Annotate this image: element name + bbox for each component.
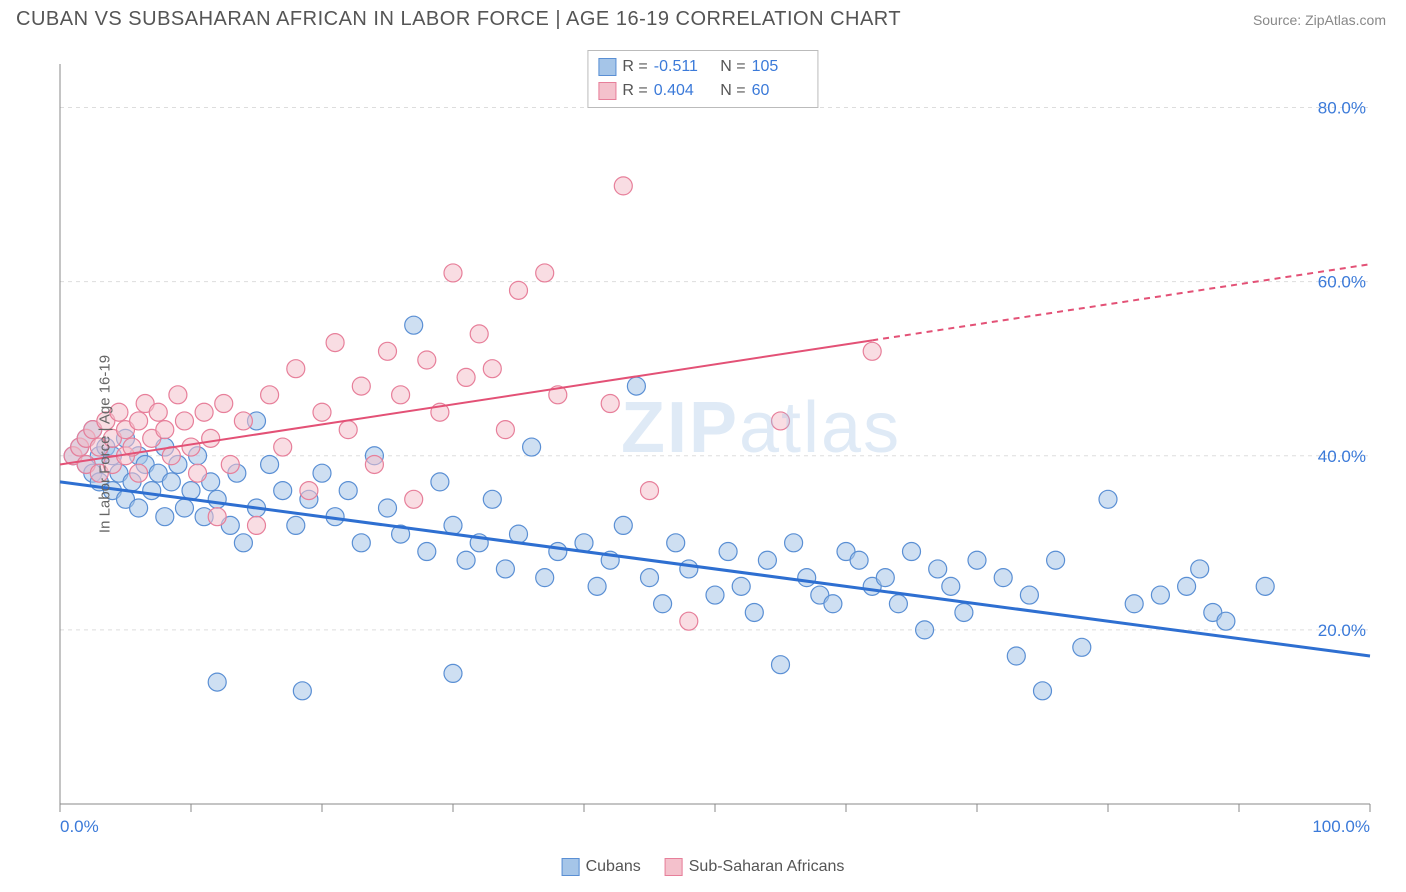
stats-r-label: R =	[622, 55, 647, 79]
stats-legend-box: R = -0.511 N = 105 R = 0.404 N = 60	[587, 50, 818, 108]
legend-swatch-cubans	[562, 858, 580, 876]
stats-n-value-africans: 60	[752, 79, 808, 103]
svg-text:20.0%: 20.0%	[1318, 621, 1366, 640]
chart-title: CUBAN VS SUBSAHARAN AFRICAN IN LABOR FOR…	[16, 8, 901, 31]
legend-swatch-africans	[665, 858, 683, 876]
chart-header: CUBAN VS SUBSAHARAN AFRICAN IN LABOR FOR…	[0, 0, 1406, 35]
chart-source: Source: ZipAtlas.com	[1253, 12, 1386, 28]
stats-swatch-cubans	[598, 58, 616, 76]
stats-r-label: R =	[622, 79, 647, 103]
stats-r-value-cubans: -0.511	[654, 55, 710, 79]
bottom-legend: Cubans Sub-Saharan Africans	[562, 858, 845, 876]
legend-item-cubans: Cubans	[562, 858, 641, 876]
svg-text:100.0%: 100.0%	[1312, 817, 1370, 836]
stats-row-cubans: R = -0.511 N = 105	[598, 55, 807, 79]
svg-text:40.0%: 40.0%	[1318, 447, 1366, 466]
stats-n-label: N =	[716, 55, 746, 79]
svg-text:60.0%: 60.0%	[1318, 273, 1366, 292]
scatter-chart: 20.0% 40.0% 60.0% 80.0% 0.0% 100.0%	[20, 44, 1390, 844]
y-axis-label: In Labor Force | Age 16-19	[97, 355, 114, 533]
svg-text:80.0%: 80.0%	[1318, 99, 1366, 118]
legend-label-africans: Sub-Saharan Africans	[689, 858, 845, 876]
legend-label-cubans: Cubans	[586, 858, 641, 876]
stats-n-value-cubans: 105	[752, 55, 808, 79]
svg-text:0.0%: 0.0%	[60, 817, 99, 836]
stats-n-label: N =	[716, 79, 746, 103]
stats-row-africans: R = 0.404 N = 60	[598, 79, 807, 103]
legend-item-africans: Sub-Saharan Africans	[665, 858, 845, 876]
stats-r-value-africans: 0.404	[654, 79, 710, 103]
stats-swatch-africans	[598, 82, 616, 100]
chart-container: In Labor Force | Age 16-19 20.0% 40.0% 60.…	[20, 44, 1390, 844]
